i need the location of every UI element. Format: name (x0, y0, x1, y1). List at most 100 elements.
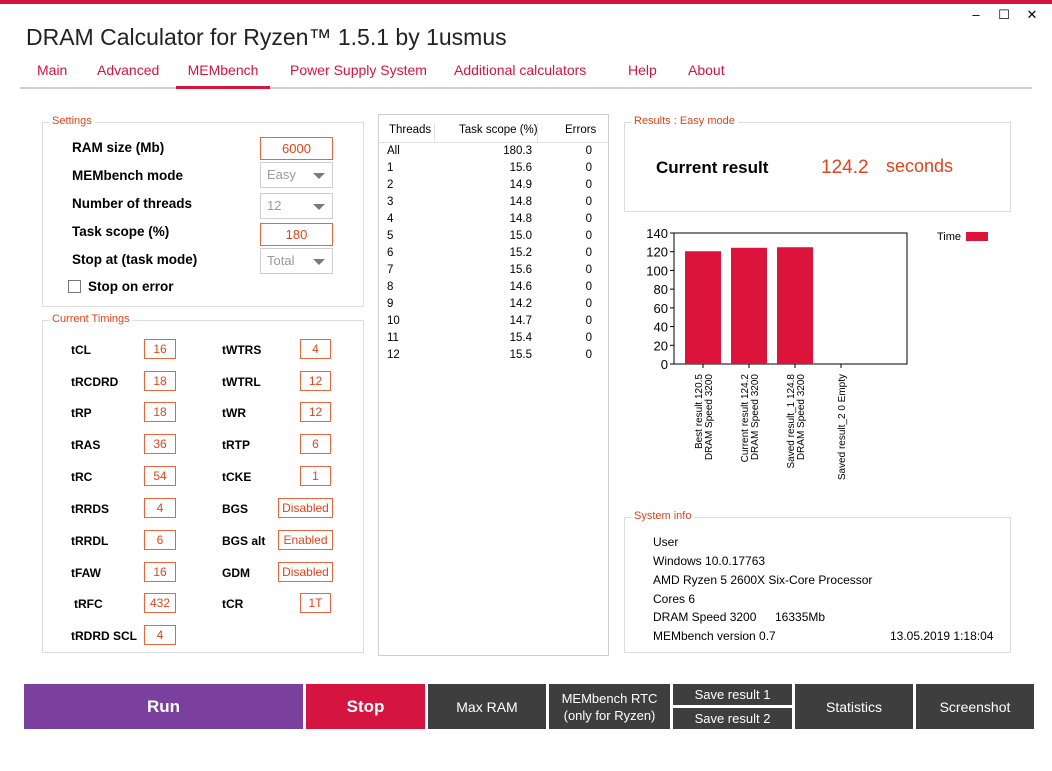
threads-count-select[interactable]: 12 (260, 193, 333, 219)
save-result-2-button[interactable]: Save result 2 (673, 708, 792, 729)
row-scope: 15.6 (509, 162, 532, 174)
timing-value-tcr[interactable]: 1T (300, 593, 331, 613)
timing-value-twtrl[interactable]: 12 (300, 371, 331, 391)
timing-label-twr: tWR (222, 406, 246, 420)
timing-value-bgs-alt[interactable]: Enabled (278, 530, 333, 550)
main-menu: Main Advanced MEMbench Power Supply Syst… (20, 62, 1032, 89)
row-scope: 14.2 (509, 298, 532, 310)
timing-label-trfc: tRFC (74, 597, 103, 611)
row-errors: 0 (585, 264, 592, 276)
tab-membench[interactable]: MEMbench (176, 62, 270, 89)
timing-value-twr[interactable]: 12 (300, 402, 331, 422)
tab-advanced[interactable]: Advanced (97, 62, 160, 78)
chart-bar (777, 247, 813, 364)
app-title: DRAM Calculator for Ryzen™ 1.5.1 by 1usm… (26, 24, 507, 50)
timing-value-tcke[interactable]: 1 (300, 466, 331, 486)
timing-value-trrds[interactable]: 4 (144, 498, 176, 518)
row-thread: 6 (387, 247, 394, 259)
y-tick-label: 20 (654, 338, 668, 353)
stop-button[interactable]: Stop (306, 684, 425, 729)
stop-on-error-checkbox[interactable] (68, 280, 81, 293)
row-scope: 14.8 (509, 196, 532, 208)
settings-title: Settings (49, 115, 95, 127)
stop-at-select[interactable]: Total (260, 248, 333, 274)
settings-group: Settings (42, 115, 364, 307)
timing-value-tfaw[interactable]: 16 (144, 562, 176, 582)
run-button[interactable]: Run (24, 684, 303, 729)
save-result-1-button[interactable]: Save result 1 (673, 684, 792, 705)
table-row[interactable]: 10 14.7 0 (379, 315, 608, 332)
system-timestamp: 13.05.2019 1:18:04 (890, 629, 994, 643)
table-row[interactable]: All 180.3 0 (379, 145, 608, 162)
timing-label-trcdrd: tRCDRD (71, 375, 119, 389)
row-errors: 0 (585, 162, 592, 174)
column-header-errors[interactable]: Errors (565, 124, 597, 136)
timing-value-trdrd-scl[interactable]: 4 (144, 625, 176, 645)
row-scope: 15.2 (509, 247, 532, 259)
timing-value-trfc[interactable]: 432 (144, 593, 176, 613)
tab-additional-calculators[interactable]: Additional calculators (454, 62, 587, 78)
table-row[interactable]: 1 15.6 0 (379, 162, 608, 179)
row-scope: 15.6 (509, 264, 532, 276)
table-row[interactable]: 7 15.6 0 (379, 264, 608, 281)
tab-power-supply-system[interactable]: Power Supply System (290, 62, 427, 78)
table-row[interactable]: 4 14.8 0 (379, 213, 608, 230)
ram-size-input[interactable]: 6000 (260, 137, 333, 160)
column-header-task-scope[interactable]: Task scope (%) (459, 124, 538, 136)
statistics-button[interactable]: Statistics (795, 684, 913, 729)
max-ram-button[interactable]: Max RAM (428, 684, 546, 729)
table-row[interactable]: 12 15.5 0 (379, 349, 608, 366)
stop-at-value: Total (267, 253, 295, 268)
timing-value-trrdl[interactable]: 6 (144, 530, 176, 550)
row-thread: 2 (387, 179, 394, 191)
ram-size-label: RAM size (Mb) (72, 140, 165, 155)
system-info-title: System info (631, 510, 695, 522)
timing-value-trtp[interactable]: 6 (300, 434, 331, 454)
row-thread: 10 (387, 315, 400, 327)
screenshot-button[interactable]: Screenshot (916, 684, 1034, 729)
timing-value-trc[interactable]: 54 (144, 466, 176, 486)
x-category-label: Saved result_1 124.8 (786, 374, 797, 469)
timing-value-twtrs[interactable]: 4 (300, 339, 331, 359)
row-errors: 0 (585, 145, 592, 157)
timing-label-tcke: tCKE (222, 470, 252, 484)
close-icon[interactable]: ✕ (1026, 7, 1038, 22)
timing-value-bgs[interactable]: Disabled (278, 498, 333, 518)
x-category-label: DRAM Speed 3200 (704, 374, 715, 461)
table-row[interactable]: 8 14.6 0 (379, 281, 608, 298)
minimize-icon[interactable]: – (972, 7, 980, 22)
membench-mode-select[interactable]: Easy (260, 162, 333, 188)
task-scope-input[interactable]: 180 (260, 223, 333, 246)
x-category-label: DRAM Speed 3200 (796, 374, 807, 461)
system-info-group: System info (624, 510, 1011, 653)
tab-main[interactable]: Main (37, 62, 68, 78)
y-tick-label: 0 (661, 357, 668, 372)
legend-label: Time (937, 231, 961, 243)
table-row[interactable]: 3 14.8 0 (379, 196, 608, 213)
column-header-threads[interactable]: Threads (389, 124, 432, 136)
table-row[interactable]: 9 14.2 0 (379, 298, 608, 315)
timing-label-bgs-alt: BGS alt (222, 534, 266, 548)
row-thread: 11 (387, 332, 399, 344)
timing-value-trcdrd[interactable]: 18 (144, 371, 176, 391)
timings-title: Current Timings (49, 313, 133, 325)
x-category-label: DRAM Speed 3200 (750, 374, 761, 461)
table-row[interactable]: 11 15.4 0 (379, 332, 608, 349)
timing-value-tcl[interactable]: 16 (144, 339, 176, 359)
x-category-label: Current result 124.2 (740, 374, 751, 463)
threads-table-header: Threads Task scope (%) Errors (379, 121, 608, 143)
window-top-accent-bar (0, 0, 1052, 4)
table-row[interactable]: 2 14.9 0 (379, 179, 608, 196)
timing-value-gdm[interactable]: Disabled (278, 562, 333, 582)
tab-help[interactable]: Help (628, 62, 657, 78)
table-row[interactable]: 6 15.2 0 (379, 247, 608, 264)
maximize-icon[interactable]: ☐ (998, 7, 1010, 22)
timing-value-tras[interactable]: 36 (144, 434, 176, 454)
y-tick-label: 80 (654, 282, 668, 297)
membench-version: MEMbench version 0.7 (653, 629, 776, 643)
membench-rtc-button[interactable]: MEMbench RTC (only for Ryzen) (549, 684, 670, 729)
tab-about[interactable]: About (688, 62, 725, 78)
table-row[interactable]: 5 15.0 0 (379, 230, 608, 247)
timing-value-trp[interactable]: 18 (144, 402, 176, 422)
row-errors: 0 (585, 281, 592, 293)
